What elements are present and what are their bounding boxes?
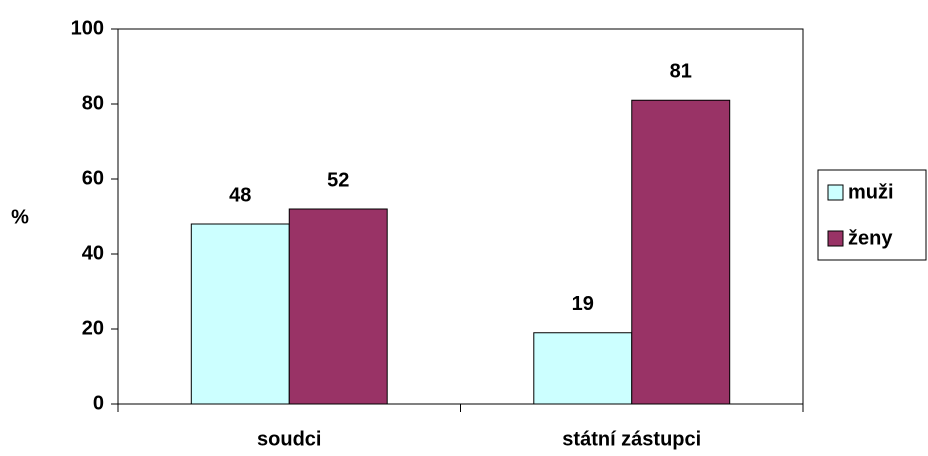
legend-label: muži [848, 181, 894, 203]
value-label: 19 [572, 293, 594, 315]
legend-swatch [827, 230, 844, 247]
y-tick-label: 60 [82, 167, 104, 189]
x-tick-label: státní zástupci [562, 428, 701, 450]
y-tick-label: 80 [82, 92, 104, 114]
bar [533, 332, 633, 405]
value-label: 81 [670, 61, 692, 83]
bar [631, 99, 731, 405]
value-label: 52 [327, 169, 349, 191]
y-tick-label: 100 [71, 17, 104, 39]
x-tick-label: soudci [257, 428, 321, 450]
legend-label: ženy [848, 227, 893, 249]
legend-swatch [827, 184, 844, 201]
y-tick-label: 20 [82, 317, 104, 339]
y-tick-label: 40 [82, 242, 104, 264]
bar [190, 223, 290, 405]
value-label: 48 [229, 184, 251, 206]
y-axis-label: % [11, 206, 29, 228]
bar [288, 208, 388, 405]
y-tick-label: 0 [93, 392, 104, 414]
